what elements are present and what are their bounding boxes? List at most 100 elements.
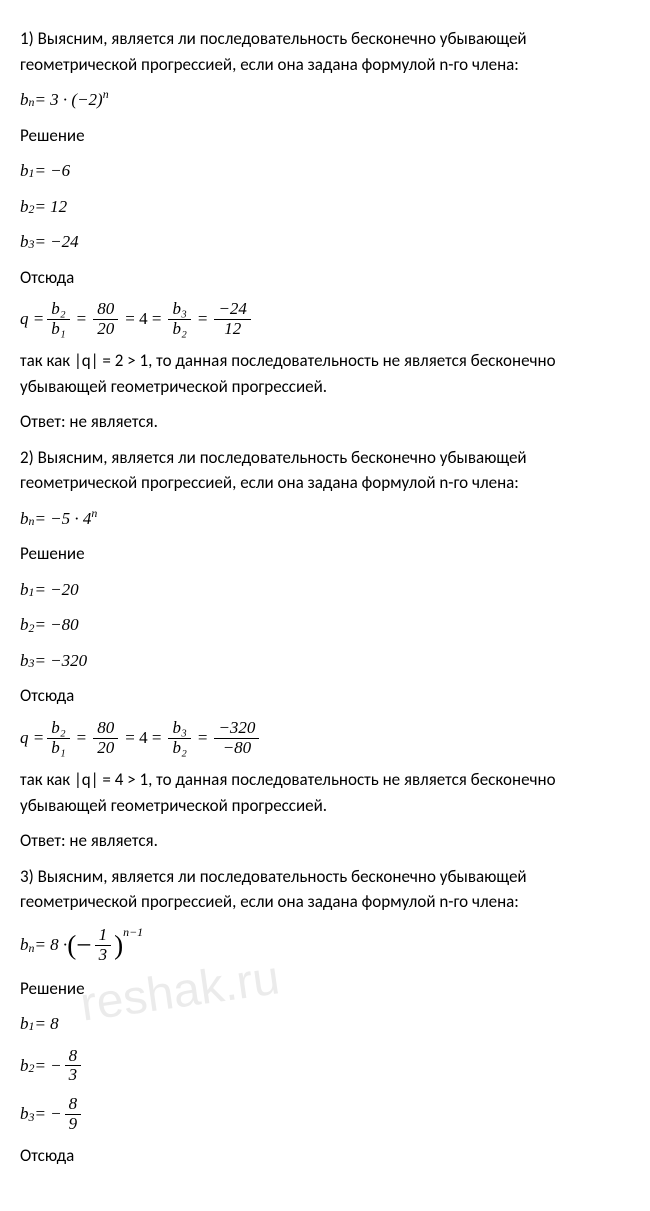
den: 3 [95, 946, 112, 965]
den: b₁ [47, 739, 69, 758]
sub-2: 2 [29, 201, 35, 219]
p1-intro: 1) Выясним, является ли последовательнос… [20, 26, 630, 77]
expr: = −5 · 4 [34, 506, 91, 532]
frac-b3b2: b₃b₂ [168, 719, 190, 757]
num: 80 [93, 300, 118, 320]
sub-n: n [29, 940, 35, 958]
p1-conclusion: так как |q| = 2 > 1, то данная последова… [20, 348, 630, 399]
p3-b2: b2 = − 83 [20, 1047, 630, 1085]
p2-hence: Отсюда [20, 683, 630, 709]
num: 80 [93, 719, 118, 739]
val: = −6 [34, 158, 70, 184]
frac-b2b1: b₂b₁ [47, 300, 69, 338]
p2-conclusion: так как |q| = 4 > 1, то данная последова… [20, 767, 630, 818]
sup-n: n [103, 86, 109, 104]
q-lhs: q = [20, 725, 44, 751]
pre: = − [34, 1101, 61, 1127]
sub-n: n [29, 94, 35, 112]
val: = −24 [34, 229, 78, 255]
sub-2: 2 [29, 620, 35, 638]
sub-3: 3 [29, 1109, 35, 1127]
expr: = 3 · (−2) [34, 87, 102, 113]
var-b: b [20, 194, 29, 220]
paren-r: ) [114, 925, 123, 966]
p3-formula: bn = 8 · (− 13 ) n−1 [20, 925, 630, 966]
num: b₂ [47, 300, 69, 320]
p1-b1: b1 = −6 [20, 158, 630, 184]
var-b: b [20, 506, 29, 532]
sub-1: 1 [29, 165, 35, 183]
var-b: b [20, 1053, 29, 1079]
den: 9 [65, 1115, 82, 1134]
sub-n: n [29, 513, 35, 531]
p3-b1: b1 = 8 [20, 1011, 630, 1037]
den: −80 [219, 739, 255, 758]
val: = 8 [34, 1011, 58, 1037]
den: b₁ [47, 320, 69, 339]
var-b: b [20, 648, 29, 674]
p1-b3: b3 = −24 [20, 229, 630, 255]
frac-b2b1: b₂b₁ [47, 719, 69, 757]
den: b₂ [168, 320, 190, 339]
p2-answer: Ответ: не является. [20, 828, 630, 854]
sub-2: 2 [29, 1060, 35, 1078]
p2-intro: 2) Выясним, является ли последовательнос… [20, 445, 630, 496]
num: 8 [65, 1047, 82, 1067]
sup-n: n [91, 505, 97, 523]
p1-q: q = b₂b₁ = 8020 = 4 = b₃b₂ = −2412 [20, 300, 630, 338]
val: = 12 [34, 194, 67, 220]
frac-8-3: 83 [65, 1047, 82, 1085]
num: −320 [214, 719, 259, 739]
p1-solution-label: Решение [20, 123, 630, 149]
pre: = − [34, 1053, 61, 1079]
frac-b3b2: b₃b₂ [168, 300, 190, 338]
sup-n1: n−1 [123, 924, 143, 942]
frac-8020: 8020 [93, 719, 118, 757]
val: = −80 [34, 612, 78, 638]
p1-formula: bn = 3 · (−2)n [20, 87, 630, 113]
den: b₂ [168, 739, 190, 758]
var-b: b [20, 229, 29, 255]
val: = −320 [34, 648, 87, 674]
frac-24-12: −2412 [214, 300, 250, 338]
den: 20 [93, 320, 118, 339]
q-lhs: q = [20, 306, 44, 332]
eq: = [77, 725, 87, 751]
var-b: b [20, 1011, 29, 1037]
var-b: b [20, 612, 29, 638]
var-b: b [20, 932, 29, 958]
frac-1-3: 13 [95, 926, 112, 964]
frac-8-9: 89 [65, 1095, 82, 1133]
num: b₃ [168, 300, 190, 320]
p2-b1: b1 = −20 [20, 577, 630, 603]
eq: = [198, 725, 208, 751]
sub-1: 1 [29, 1018, 35, 1036]
p1-hence: Отсюда [20, 265, 630, 291]
expr1: = 8 · [34, 932, 67, 958]
sub-3: 3 [29, 655, 35, 673]
p3-b3: b3 = − 89 [20, 1095, 630, 1133]
frac-8020: 8020 [93, 300, 118, 338]
den: 3 [65, 1066, 82, 1085]
var-b: b [20, 577, 29, 603]
p2-formula: bn = −5 · 4n [20, 506, 630, 532]
eq: = [77, 306, 87, 332]
val: = −20 [34, 577, 78, 603]
var-b: b [20, 158, 29, 184]
eq: = 4 = [125, 306, 161, 332]
frac-320-80: −320−80 [214, 719, 259, 757]
eq: = [198, 306, 208, 332]
p2-b3: b3 = −320 [20, 648, 630, 674]
eq: = 4 = [125, 725, 161, 751]
p3-intro: 3) Выясним, является ли последовательнос… [20, 864, 630, 915]
p2-b2: b2 = −80 [20, 612, 630, 638]
var-b: b [20, 87, 29, 113]
num: 1 [95, 926, 112, 946]
p2-q: q = b₂b₁ = 8020 = 4 = b₃b₂ = −320−80 [20, 719, 630, 757]
num: 8 [65, 1095, 82, 1115]
num: b₂ [47, 719, 69, 739]
paren-l: (− [67, 925, 91, 966]
p3-solution-label: Решение [20, 976, 630, 1002]
den: 20 [93, 739, 118, 758]
num: −24 [214, 300, 250, 320]
